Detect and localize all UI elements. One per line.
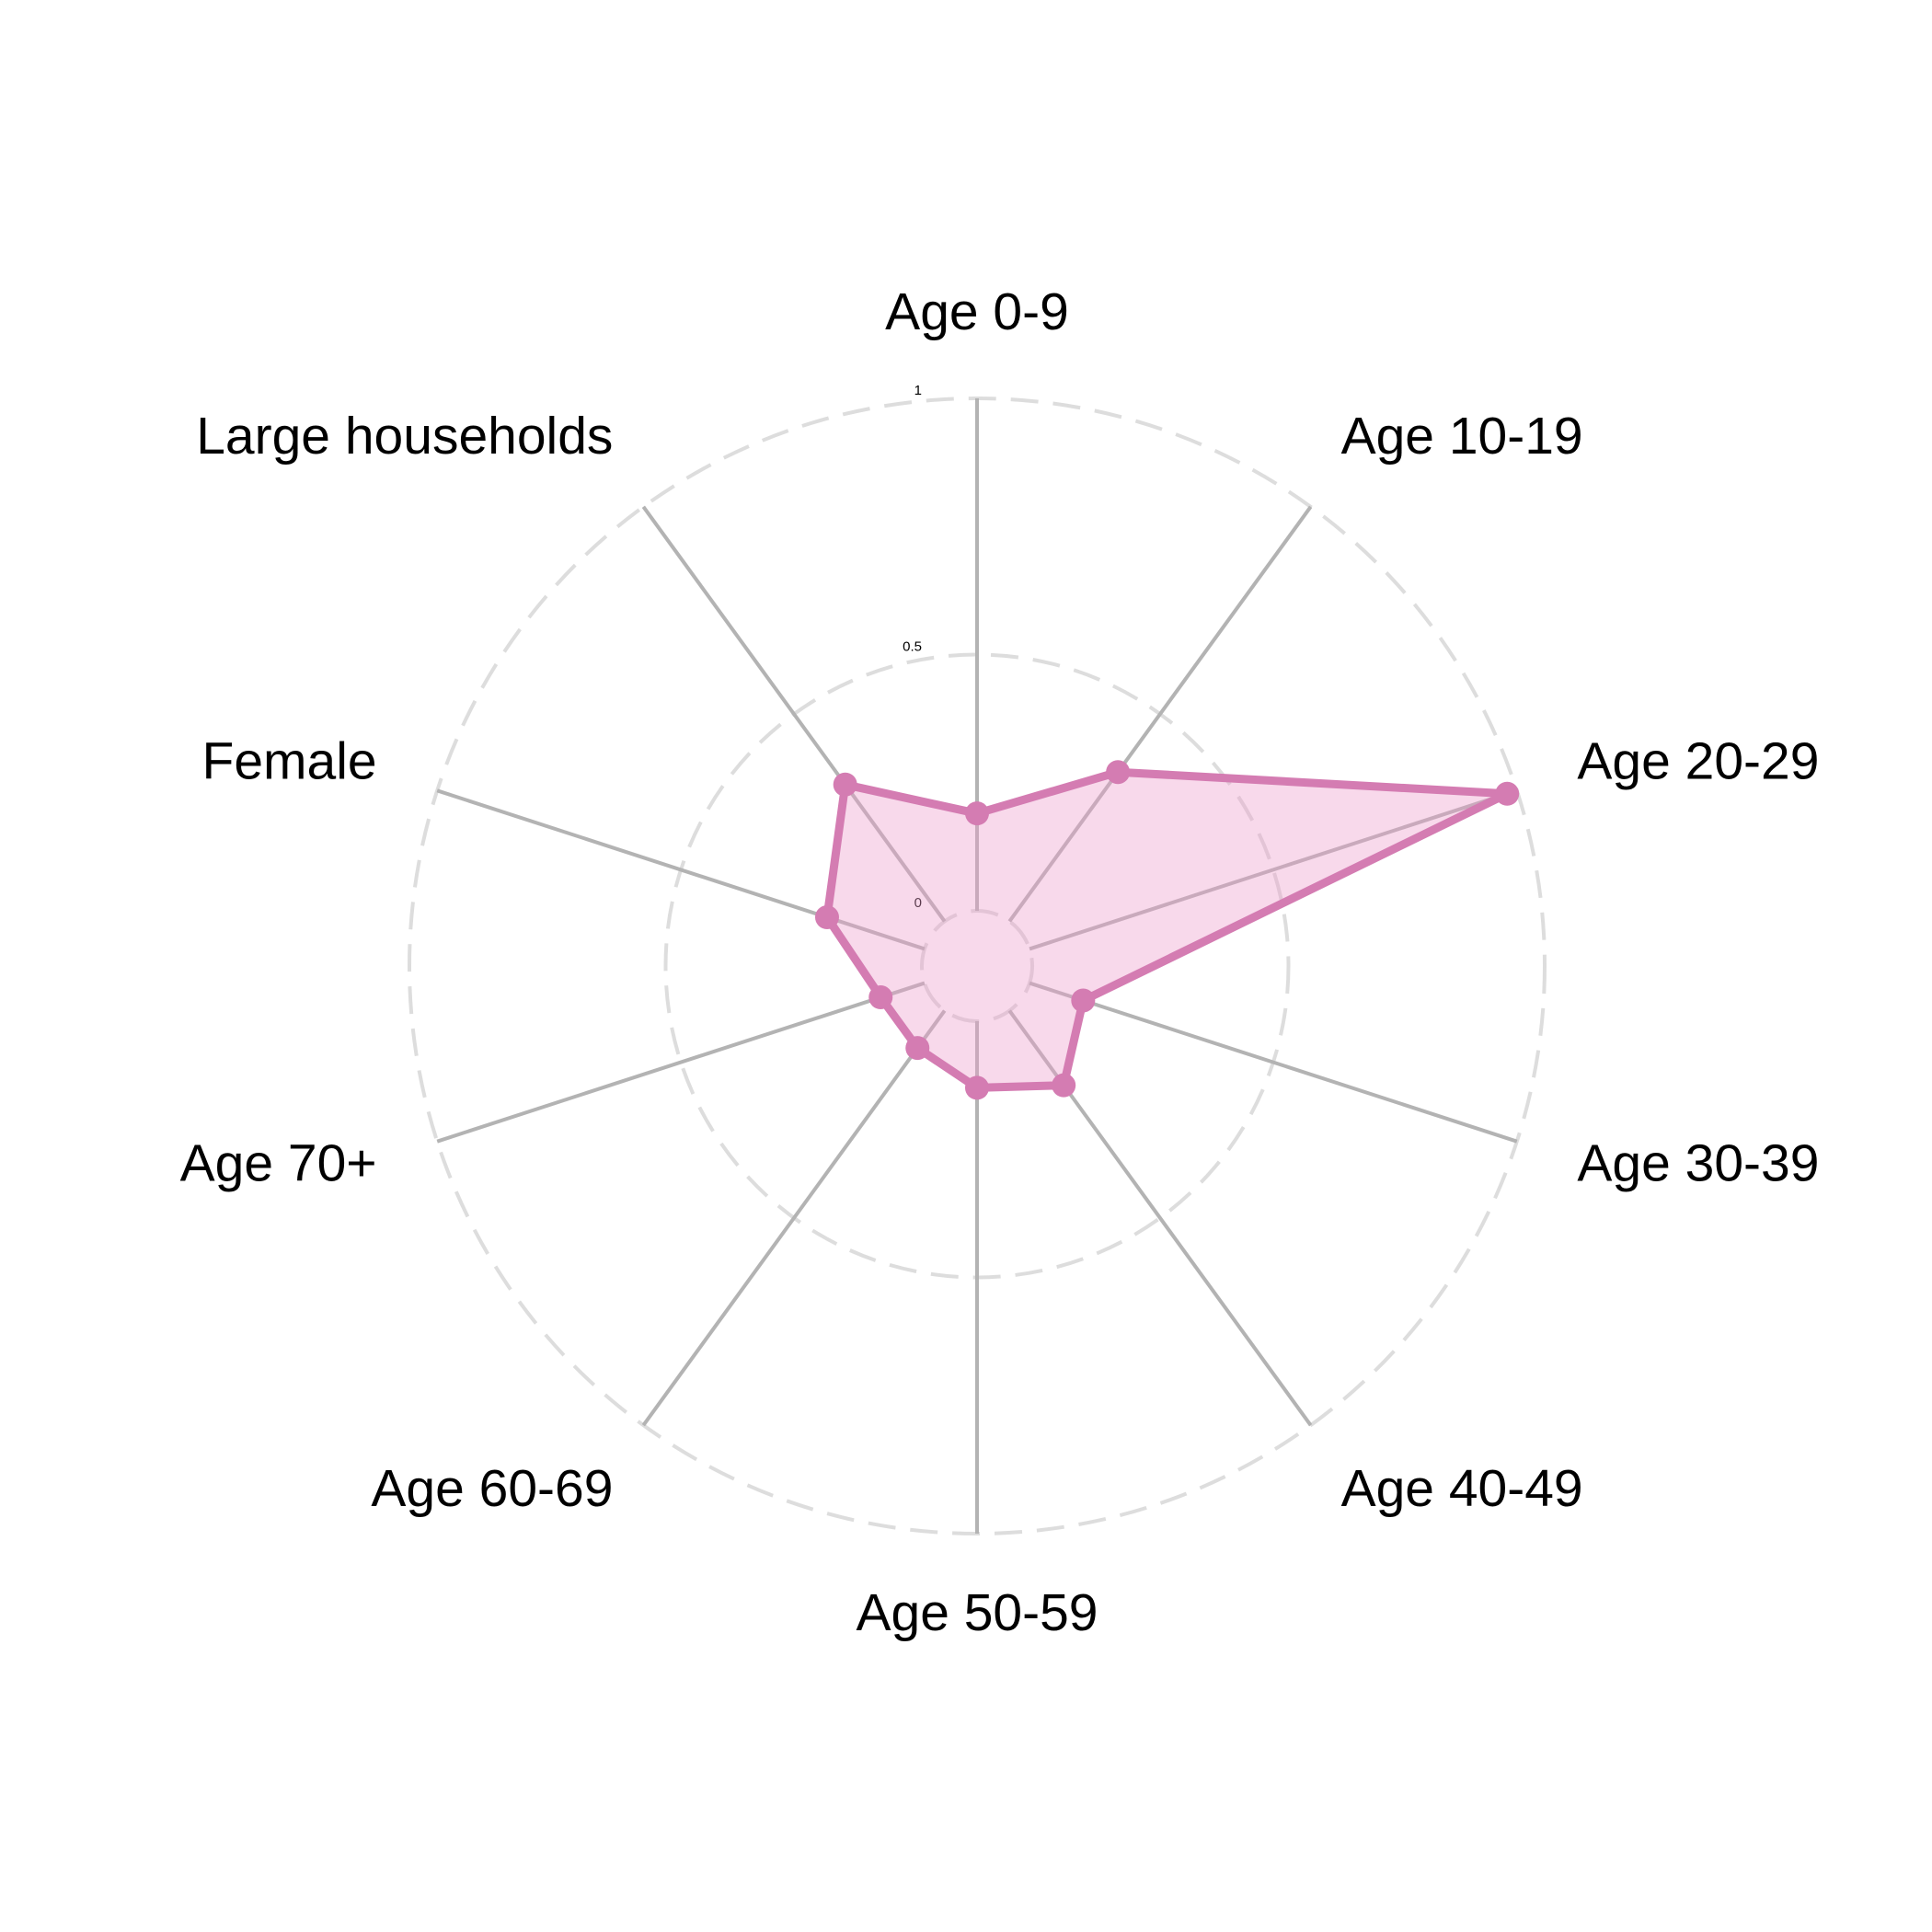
- axis-spoke-6: [641, 1009, 947, 1427]
- category-label-0: Age 0-9: [885, 282, 1069, 341]
- data-point-0-1: [1106, 760, 1131, 785]
- category-label-5: Age 50-59: [856, 1583, 1098, 1642]
- tick-label-1: 0.5: [903, 638, 922, 654]
- tick-label-0: 0: [914, 895, 922, 911]
- category-label-3: Age 30-39: [1577, 1134, 1819, 1193]
- axis-spoke-9: [641, 505, 947, 923]
- data-point-0-4: [1052, 1073, 1076, 1098]
- data-point-0-3: [1071, 988, 1096, 1013]
- tick-label-2: 1: [914, 383, 922, 398]
- data-point-0-0: [965, 801, 989, 826]
- category-label-8: Female: [202, 732, 377, 791]
- axis-spoke-3: [1029, 981, 1518, 1144]
- axis-spokes: [436, 398, 1518, 1534]
- data-point-0-9: [833, 772, 857, 797]
- data-series: [814, 760, 1520, 1100]
- axis-spoke-1: [1007, 505, 1313, 923]
- series-area-0: [822, 767, 1512, 1092]
- category-label-7: Age 70+: [180, 1134, 377, 1193]
- axis-spoke-2: [1029, 788, 1518, 951]
- axis-spoke-8: [436, 788, 926, 951]
- category-label-4: Age 40-49: [1341, 1459, 1583, 1518]
- category-label-2: Age 20-29: [1577, 732, 1819, 791]
- radial-tick-labels: 00.51: [903, 383, 922, 911]
- data-point-0-8: [814, 905, 839, 930]
- category-label-9: Large households: [196, 407, 613, 466]
- data-point-0-7: [868, 985, 893, 1010]
- data-point-0-6: [905, 1036, 930, 1061]
- axis-spoke-7: [436, 981, 926, 1144]
- data-point-0-2: [1495, 781, 1520, 806]
- data-point-0-5: [965, 1075, 989, 1100]
- category-label-6: Age 60-69: [371, 1459, 613, 1518]
- category-labels: Age 0-9 Age 10-19 Age 20-29 Age 30-39 Age 40…: [180, 282, 1820, 1642]
- category-label-1: Age 10-19: [1341, 407, 1583, 466]
